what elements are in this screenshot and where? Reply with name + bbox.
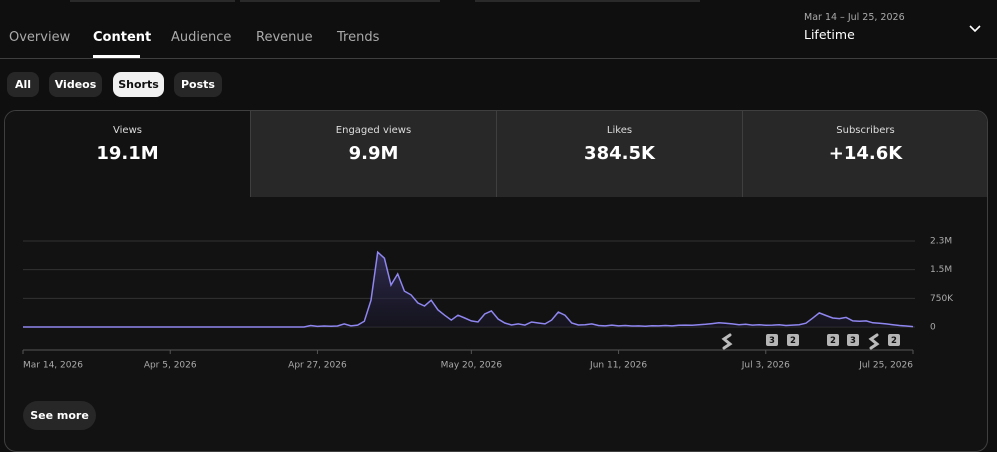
date-label[interactable]: Lifetime	[804, 27, 855, 42]
placeholder	[240, 0, 440, 2]
metric-tab[interactable]: Likes 384.5K	[496, 111, 742, 197]
date-range[interactable]: Mar 14 – Jul 25, 2026	[804, 12, 905, 23]
tab-underline	[93, 55, 140, 58]
filter-chip-active[interactable]: Shorts	[113, 72, 164, 97]
metric-name: Engaged views	[335, 125, 412, 136]
metric-tab[interactable]: Views 19.1M	[5, 111, 250, 197]
metric-value: +14.6K	[828, 143, 903, 164]
tab-active[interactable]: Content	[93, 30, 152, 45]
tab[interactable]: Audience	[171, 30, 232, 45]
metric-value: 19.1M	[96, 143, 159, 164]
placeholder	[70, 0, 235, 2]
filter-chip[interactable]: Posts	[174, 72, 222, 97]
metric-tab[interactable]: Engaged views 9.9M	[250, 111, 496, 197]
metric-value: 9.9M	[348, 143, 399, 164]
metric-tab[interactable]: Subscribers +14.6K	[742, 111, 987, 197]
metric-name: Views	[113, 125, 142, 136]
divider	[0, 58, 997, 59]
tab[interactable]: Trends	[337, 30, 380, 45]
tab[interactable]: Overview	[9, 30, 71, 45]
see-more-button[interactable]: See more	[23, 401, 96, 430]
analytics-card: Views 19.1M Engaged views 9.9M Likes 384.5K…	[4, 110, 988, 452]
metric-name: Subscribers	[836, 125, 895, 136]
metric-name: Likes	[606, 125, 633, 136]
filter-chip[interactable]: Videos	[49, 72, 102, 97]
placeholder	[475, 0, 700, 2]
metric-value: 384.5K	[584, 143, 655, 164]
tab[interactable]: Revenue	[256, 30, 313, 45]
filter-chip[interactable]: All	[7, 72, 39, 97]
